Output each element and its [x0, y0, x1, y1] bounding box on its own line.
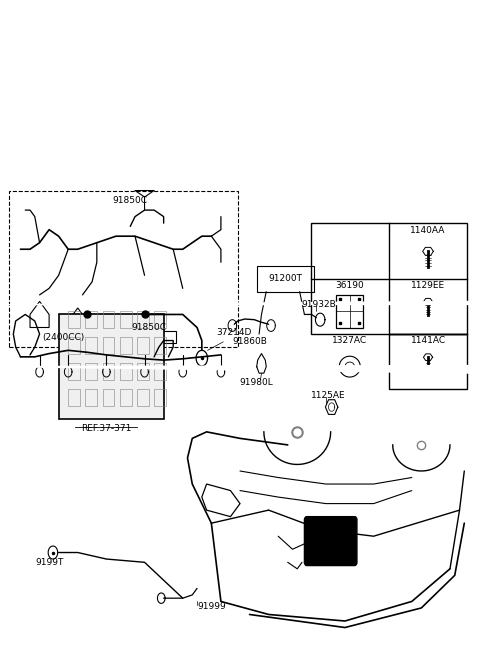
Bar [68, 311, 80, 328]
Text: 91850C: 91850C [113, 196, 148, 205]
Text: 91860B: 91860B [232, 337, 267, 346]
Bar [137, 311, 149, 328]
Bar [103, 390, 115, 405]
Bar [257, 265, 314, 291]
Bar [120, 311, 132, 328]
Bar [120, 337, 132, 354]
Bar [59, 314, 164, 419]
Bar [85, 364, 97, 380]
Text: 1140AA: 1140AA [410, 227, 446, 235]
Polygon shape [1, 354, 480, 373]
Bar [311, 223, 467, 334]
Bar [120, 364, 132, 380]
Text: (2400CC): (2400CC) [42, 333, 84, 342]
Text: 1141AC: 1141AC [410, 336, 445, 345]
Bar [85, 390, 97, 405]
Polygon shape [1, 291, 480, 305]
Bar [103, 311, 115, 328]
Bar [156, 331, 176, 343]
Text: 1129EE: 1129EE [411, 280, 445, 290]
Text: 37214D: 37214D [216, 328, 252, 337]
Bar [137, 390, 149, 405]
Bar [68, 364, 80, 380]
Text: 1327AC: 1327AC [332, 336, 367, 345]
Text: REF.37-371: REF.37-371 [81, 424, 132, 433]
Bar [85, 337, 97, 354]
Bar [154, 364, 166, 380]
Text: 9199T: 9199T [35, 558, 63, 567]
Text: 91200T: 91200T [268, 274, 302, 283]
Bar [120, 390, 132, 405]
Bar [154, 311, 166, 328]
Bar [103, 364, 115, 380]
Bar [154, 337, 166, 354]
Bar [336, 295, 363, 328]
FancyBboxPatch shape [304, 517, 357, 565]
Bar [85, 311, 97, 328]
Bar [137, 337, 149, 354]
Bar [154, 390, 166, 405]
Bar [103, 337, 115, 354]
Text: 1125AE: 1125AE [311, 392, 346, 400]
Bar [9, 191, 238, 347]
Bar [68, 390, 80, 405]
Text: 36190: 36190 [336, 280, 364, 290]
Bar [137, 364, 149, 380]
Text: 91999: 91999 [197, 602, 226, 611]
Bar [389, 334, 467, 390]
Text: 91980L: 91980L [240, 379, 274, 388]
Text: 91932B: 91932B [301, 300, 336, 309]
Bar [68, 337, 80, 354]
Text: 91850C: 91850C [132, 323, 167, 332]
